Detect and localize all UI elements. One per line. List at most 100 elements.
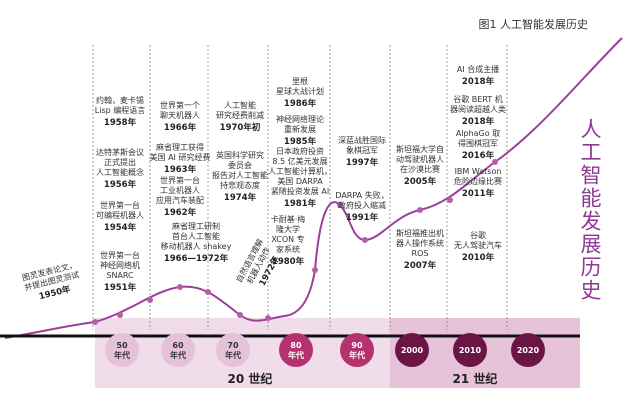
event-text: 神经网络机 — [100, 260, 140, 270]
event-text: 麻省理工研制 — [172, 221, 220, 231]
event-text: 世界第一台 — [100, 200, 140, 210]
event-text: 人工智能 — [224, 100, 256, 110]
event-text: 政府投入缩减 — [338, 200, 386, 210]
event-text: 人工智能计算机， — [268, 166, 332, 176]
event-text: 应用汽车装配 — [156, 195, 204, 205]
event-year: 1980年 — [272, 256, 305, 267]
century-label: 21 世纪 — [453, 371, 498, 386]
event-text: 危险边缘比赛 — [454, 176, 502, 186]
event-year: 1970年初 — [220, 122, 261, 133]
event-text: 里根 — [292, 76, 308, 86]
event-text: 器阅读超越人类 — [450, 104, 506, 114]
event-text: IBM Watson — [455, 167, 502, 176]
event-text: 达特茅斯会议 — [96, 147, 144, 157]
event-year: 1966年 — [164, 122, 197, 133]
event-year: 1954年 — [104, 222, 137, 233]
decade-label: 2020 — [517, 346, 540, 355]
decade-label: 60 — [172, 341, 184, 350]
event-text: 持悲观态度 — [220, 180, 260, 190]
event-year: 1985年 — [284, 136, 317, 147]
event-text: 移动机器人 shakey — [161, 241, 232, 251]
event-year: 1981年 — [284, 198, 317, 209]
decade-circle — [511, 333, 545, 367]
dashed-guides — [92, 45, 508, 330]
decade-circle — [453, 333, 487, 367]
event-text: 在沙漠比赛 — [400, 164, 440, 174]
event-year: 2010年 — [462, 252, 495, 263]
decade-circle — [340, 333, 374, 367]
event-text: 报告对人工智能 — [212, 170, 268, 180]
event-text: 斯坦福推出机 — [396, 228, 444, 238]
decade-label: 年代 — [225, 350, 241, 360]
decade-label: 80 — [290, 341, 302, 350]
event-text: 麻省理工获得 — [156, 142, 204, 152]
decade-circle — [395, 333, 429, 367]
event-text: 首台人工智能 — [172, 231, 220, 241]
event-text: Lisp 编程语言 — [95, 105, 145, 115]
event-text: 斯坦福大学自 — [396, 144, 444, 154]
event-year: 2005年 — [404, 176, 437, 187]
event-text: 象棋冠军 — [346, 145, 378, 155]
event-text: XCON 专 — [271, 234, 304, 244]
event-text: 谷歌 — [470, 230, 486, 240]
event-text: 正式提出 — [104, 157, 136, 167]
event-year: 1974年 — [224, 192, 257, 203]
decade-label: 90 — [351, 341, 363, 350]
event-year: 2018年 — [462, 76, 495, 87]
event-text: 研究经费削减 — [216, 110, 264, 120]
event-year: 1951年 — [104, 282, 137, 293]
decade-circle — [105, 333, 139, 367]
event-text: 美国 AI 研究经费 — [150, 152, 211, 162]
content-layer: 图灵发表论文，并提出图灵测试1950年世界第一台神经网络机SNARC1951年世… — [21, 64, 545, 386]
decade-label: 年代 — [288, 350, 304, 360]
trend-curve — [4, 37, 623, 339]
event-text: 星球大战计划 — [276, 86, 324, 96]
decade-circle — [216, 333, 250, 367]
event-text: 约翰，麦卡锡 — [96, 95, 144, 105]
event-text: 聊天机器人 — [160, 110, 200, 120]
event-text: AI 合成主播 — [457, 64, 499, 74]
event-text: 美国 DARPA — [277, 176, 323, 186]
decade-label: 70 — [227, 341, 239, 350]
event-year: 1966—1972年 — [164, 253, 229, 264]
event-text: 谷歌 BERT 机 — [453, 94, 503, 104]
event-text: 神经网络理论 — [276, 114, 324, 124]
event-text: 动驾驶机器人 — [396, 154, 444, 164]
decade-circle — [161, 333, 195, 367]
event-text: ROS — [412, 249, 429, 258]
event: DARPA 失败，政府投入缩减 1991年 — [335, 190, 388, 223]
curve-dots — [92, 159, 498, 325]
event-text: 紧随投资发展 AI — [271, 186, 329, 196]
decade-circle — [279, 333, 313, 367]
event-year: 1997年 — [346, 157, 379, 168]
event-text: 世界第一台 — [160, 175, 200, 185]
event-text: 世界第一个 — [160, 100, 200, 110]
event-text: 8.5 亿美元发展 — [272, 156, 327, 166]
event-text: 人工智能概念 — [96, 167, 144, 177]
event-year: 1962年 — [164, 207, 197, 218]
event-text: 得围棋冠军 — [458, 138, 498, 148]
event-year: 1986年 — [284, 98, 317, 109]
event-text: 隆大学 — [276, 224, 300, 234]
event-year: 2007年 — [404, 260, 437, 271]
event-year: 2016年 — [462, 150, 495, 161]
event-year: 1958年 — [104, 117, 137, 128]
event-text: 器人操作系统 — [396, 238, 444, 248]
